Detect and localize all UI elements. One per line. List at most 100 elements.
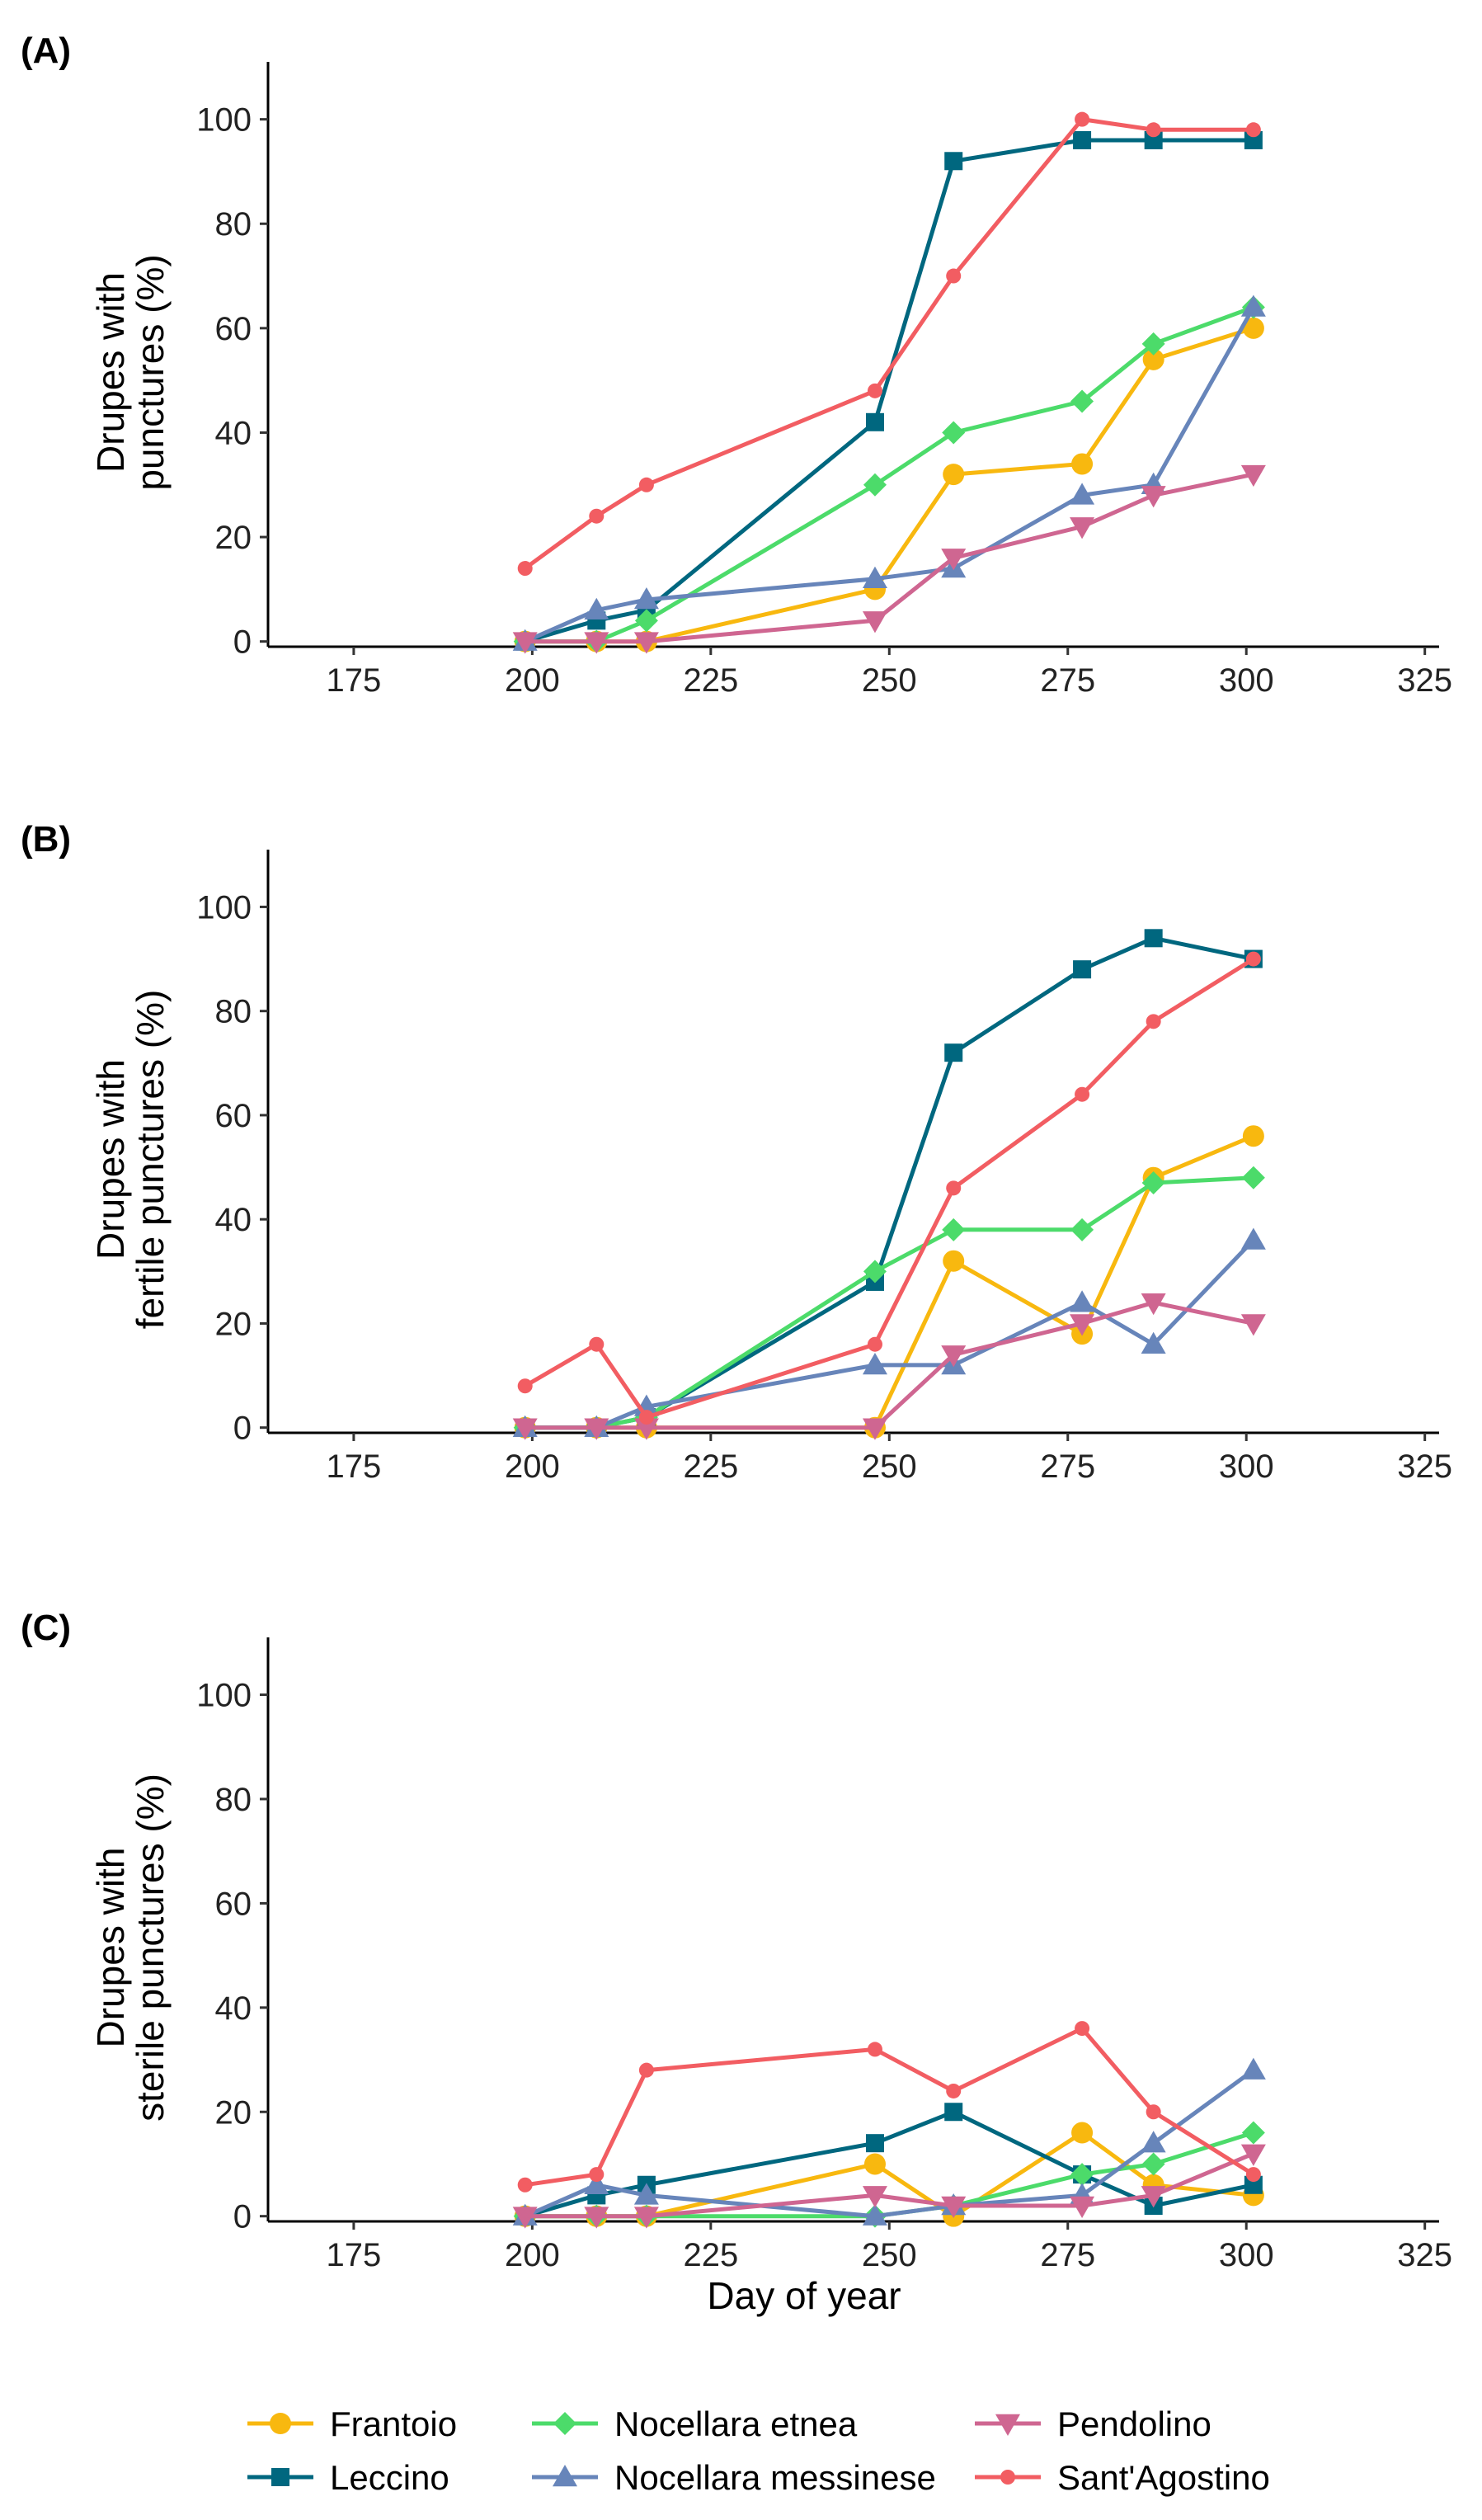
x-tick-label: 200 [505,2237,560,2273]
data-point-pendolino [584,1418,609,1440]
data-point-leccino [944,1043,963,1062]
y-tick-label: 0 [233,1411,252,1447]
y-axis-title: Drupes with [89,272,132,473]
data-point-nocellara-etnea [942,421,966,445]
legend-label: Leccino [330,2458,449,2497]
data-point-sant-agostino [638,1410,654,1425]
legend-item-pendolino: Pendolino [975,2405,1211,2443]
data-point-nocellara-etnea [863,473,887,497]
data-point-pendolino [584,2207,609,2229]
x-tick-label: 325 [1397,1448,1452,1485]
data-point-pendolino [633,1418,659,1440]
panel-label: (A) [21,31,71,71]
data-point-nocellara-etnea [863,1260,887,1284]
data-point-leccino [1144,130,1163,149]
legend-label: Pendolino [1057,2405,1211,2443]
legend-label: Nocellara etnea [614,2405,858,2443]
x-tick-label: 300 [1219,1448,1274,1485]
legend: Frantoio Leccino Nocellara etnea Nocellara … [247,2405,1270,2497]
legend-marker [553,2465,577,2487]
data-point-sant-agostino [589,508,605,524]
y-tick-label: 40 [215,1202,252,1238]
y-tick-label: 40 [215,1990,252,2027]
data-point-pendolino [1141,2186,1166,2208]
data-point-pendolino [1141,1293,1166,1316]
x-tick-label: 250 [862,1448,917,1485]
data-point-pendolino [1240,2144,1266,2166]
data-point-nocellara-messinese [1070,1290,1095,1312]
x-tick-label: 325 [1397,662,1452,699]
data-point-nocellara-etnea [942,1218,966,1241]
data-point-nocellara-etnea [1241,1166,1265,1189]
legend-label: Frantoio [330,2405,457,2443]
data-point-pendolino [941,1345,967,1368]
data-point-pendolino [512,2207,538,2229]
data-point-pendolino [633,632,659,654]
x-tick-label: 225 [683,1448,738,1485]
series-line-pendolino [525,1300,1254,1430]
y-tick-label: 0 [233,2199,252,2235]
y-tick-label: 60 [215,311,252,347]
x-tick-label: 175 [327,2237,382,2273]
data-point-leccino [865,2134,884,2153]
y-tick-label: 0 [233,624,252,661]
x-tick-label: 225 [683,662,738,699]
data-point-sant-agostino [1245,122,1261,138]
data-point-nocellara-messinese [862,566,887,588]
data-point-sant-agostino [1245,2167,1261,2183]
data-point-nocellara-etnea [1070,2163,1094,2187]
data-point-nocellara-etnea [1141,332,1165,356]
data-point-frantoio [863,2153,886,2175]
data-point-nocellara-messinese [633,587,659,610]
data-point-leccino [944,152,963,171]
data-point-nocellara-etnea [1141,2152,1165,2176]
series-line-sant-agostino [525,2026,1255,2188]
data-point-sant-agostino [1245,951,1261,967]
data-point-nocellara-messinese [633,2183,659,2205]
data-point-pendolino [862,2186,887,2208]
data-point-pendolino [584,632,609,654]
legend-item-leccino: Leccino [247,2458,449,2497]
data-point-nocellara-etnea [634,609,658,633]
y-axis-title: sterile punctures (%) [129,1773,172,2122]
series-nocellara-messinese [512,1227,1266,1437]
data-point-frantoio [943,464,965,486]
data-point-nocellara-messinese [1070,483,1095,505]
series-line-pendolino [525,472,1254,644]
y-tick-label: 20 [215,520,252,556]
series-line-sant-agostino [524,117,1254,571]
x-tick-label: 200 [505,662,560,699]
y-tick-label: 80 [215,1782,252,1818]
data-point-nocellara-messinese [1240,2057,1266,2080]
y-tick-label: 60 [215,1886,252,1922]
y-tick-label: 60 [215,1098,252,1134]
y-tick-label: 20 [215,1306,252,1342]
series-line-sant-agostino [524,957,1255,1420]
data-point-sant-agostino [1146,1014,1161,1029]
data-point-pendolino [862,611,887,634]
series-sant-agostino [517,2021,1261,2193]
data-point-sant-agostino [589,1336,605,1352]
data-point-nocellara-messinese [584,2172,609,2194]
data-point-pendolino [512,1418,538,1440]
y-tick-label: 40 [215,415,252,451]
y-axis-title: punctures (%) [129,254,172,490]
data-point-pendolino [941,549,967,571]
x-tick-label: 275 [1040,662,1095,699]
x-tick-label: 325 [1397,2237,1452,2273]
data-point-leccino [1144,929,1163,948]
x-axis-title: Day of year [707,2274,901,2317]
x-tick-label: 300 [1219,2237,1274,2273]
data-point-nocellara-etnea [1070,389,1094,413]
series-sant-agostino [517,111,1261,577]
panel-2: (B) 0 20 40 60 80 100 175 200 225 250 275 300 325 Drup… [21,819,1452,1485]
y-tick-label: 20 [215,2094,252,2131]
y-tick-label: 100 [196,1678,252,1714]
legend-marker [995,2414,1020,2436]
data-point-leccino [1244,130,1263,149]
data-point-nocellara-etnea [1241,2121,1265,2145]
data-point-sant-agostino [638,477,654,492]
data-point-nocellara-messinese [584,597,609,619]
legend-marker [271,2468,289,2486]
